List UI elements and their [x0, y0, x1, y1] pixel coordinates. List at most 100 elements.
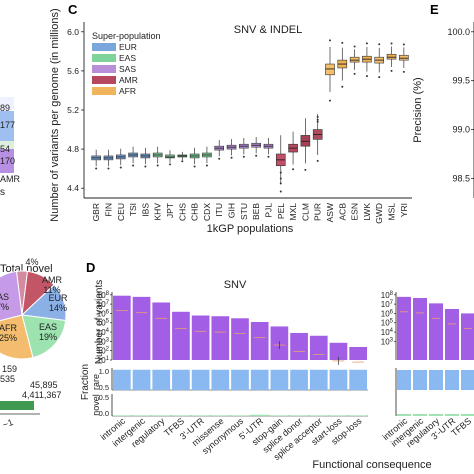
box-outlier	[156, 164, 159, 167]
panel-c-x-tick-label: KHV	[153, 203, 163, 221]
pie-value-amr: 11%	[43, 285, 60, 295]
box-outlier	[316, 115, 319, 118]
panel-d-right-y-tick-label: 107	[381, 300, 394, 309]
box-outlier	[402, 43, 405, 46]
count-1: 159	[2, 364, 17, 374]
right-novel-bar	[413, 414, 427, 416]
novel-bar-regulatory	[152, 415, 171, 416]
panel-d-y-tick-label: 105	[97, 319, 110, 328]
box-outlier	[353, 72, 356, 75]
panel-c-x-tick-label: FIN	[103, 203, 113, 217]
pie-slice-afr	[0, 314, 34, 360]
pie-label-eur: EUR	[48, 293, 68, 303]
rare-bar-stop-gain	[270, 369, 289, 390]
right-rare-bar	[461, 370, 474, 390]
right-rare-bar	[429, 370, 443, 390]
box-asw	[325, 63, 335, 76]
panel-c-x-tick-label: MXL	[288, 203, 298, 221]
panel-d-x-tick-labels: intronicintergenicregulatoryTFBS3'-UTRmi…	[98, 416, 363, 463]
panel-c-x-tick-label: CEU	[116, 203, 126, 221]
novel-bar-splice-donor	[290, 415, 308, 416]
rare-bar-start-loss	[329, 369, 348, 390]
panel-c-x-tick-label: JPT	[165, 203, 175, 218]
panel-c-y-label: Number of variants per genome (in millio…	[49, 8, 61, 221]
right-bar-intergenic	[413, 298, 427, 360]
box-outlier	[341, 41, 344, 44]
panel-e-y-tick-label: 99.5	[452, 76, 470, 86]
box-outlier	[316, 159, 319, 162]
legend-swatch-eas	[92, 54, 116, 62]
panel-c-y-tick-label: 4.8	[67, 144, 79, 154]
novel-bar-intergenic	[132, 415, 151, 416]
panel-c-x-tick-label: CHS	[177, 203, 187, 221]
panel-e-y-label: Precision (%)	[412, 77, 424, 142]
box-outlier	[205, 164, 208, 167]
bar-synonymous	[231, 318, 249, 360]
right-bar-tfbs	[461, 313, 474, 360]
bar-splice-acceptor	[309, 335, 328, 360]
count-4: 4,411,367	[22, 390, 61, 400]
panel-c-x-tick-label: GWD	[374, 203, 384, 224]
box-outlier	[316, 120, 319, 123]
pie-value-afr: 25%	[0, 333, 17, 343]
bar-start-loss	[329, 342, 348, 360]
pie-slice-sas	[0, 270, 23, 322]
pie-value-other: 4%	[25, 257, 38, 267]
box-outlier	[107, 167, 110, 170]
panel-d-rare-label: rare	[91, 374, 101, 390]
novel-bar-intronic	[113, 415, 131, 416]
novel-bar-start-loss	[329, 415, 348, 416]
box-outlier	[292, 168, 295, 171]
panel-c-x-tick-label: IBS	[140, 203, 150, 217]
legend-label-eas: EAS	[119, 53, 136, 63]
panel-d-y-tick-label: 103	[97, 337, 110, 346]
legend-label-eur: EUR	[119, 42, 137, 52]
box-outlier	[402, 70, 405, 73]
box-outlier	[378, 43, 381, 46]
panel-c-x-tick-label: PJL	[263, 203, 273, 218]
panel-d-y-tick-label: 106	[97, 309, 110, 318]
panel-c-x-tick-label: YRI	[399, 203, 409, 217]
rare-bar-missense	[211, 369, 230, 390]
panel-c-boxes	[91, 39, 409, 193]
novel-bar-tfbs	[172, 415, 190, 416]
panel-c-x-tick-label: STU	[239, 203, 249, 220]
box-msl	[386, 53, 397, 60]
right-novel-bar	[445, 414, 459, 416]
fragment-s-label: s	[0, 187, 5, 198]
bar-missense	[211, 316, 230, 360]
bar-intergenic	[132, 296, 151, 360]
panel-c-y-tick-label: 6.0	[67, 27, 79, 37]
panel-c-y-tick-label: 5.6	[67, 66, 79, 76]
panel-c-x-tick-label: LWK	[362, 203, 372, 221]
pie-label-eas: EAS	[39, 322, 57, 332]
panel-c-x-tick-label: PEL	[276, 203, 286, 219]
panel-c-x-label: 1kGP populations	[207, 223, 294, 235]
box-esn	[349, 56, 360, 63]
pie-value-eas: 19%	[39, 332, 57, 342]
box-outlier	[255, 154, 258, 157]
box-outlier	[279, 171, 282, 174]
rare-bar-splice-acceptor	[309, 369, 328, 390]
fragment-value-4: 170	[0, 156, 15, 166]
box-yri	[399, 54, 409, 61]
right-rare-bar	[413, 370, 427, 390]
right-rare-bar	[397, 370, 411, 390]
box-outlier	[218, 157, 221, 160]
panel-d-right-y-tick-label: 104	[381, 328, 394, 337]
panel-d-fraction-tick: 0.5	[99, 383, 109, 392]
pie-value-sas: 27%	[0, 302, 9, 312]
panel-d-right-y-tick-label: 106	[381, 309, 394, 318]
bar-regulatory	[152, 302, 171, 360]
novel-bar-synonymous	[231, 415, 249, 416]
panel-c-x-tick-label: ITU	[214, 203, 224, 217]
box-outlier	[279, 190, 282, 193]
bar-intronic	[113, 295, 131, 360]
fragment-value-1: 89	[0, 103, 10, 113]
panel-d-y-tick-label: 104	[97, 328, 110, 337]
box-clm	[300, 135, 311, 147]
